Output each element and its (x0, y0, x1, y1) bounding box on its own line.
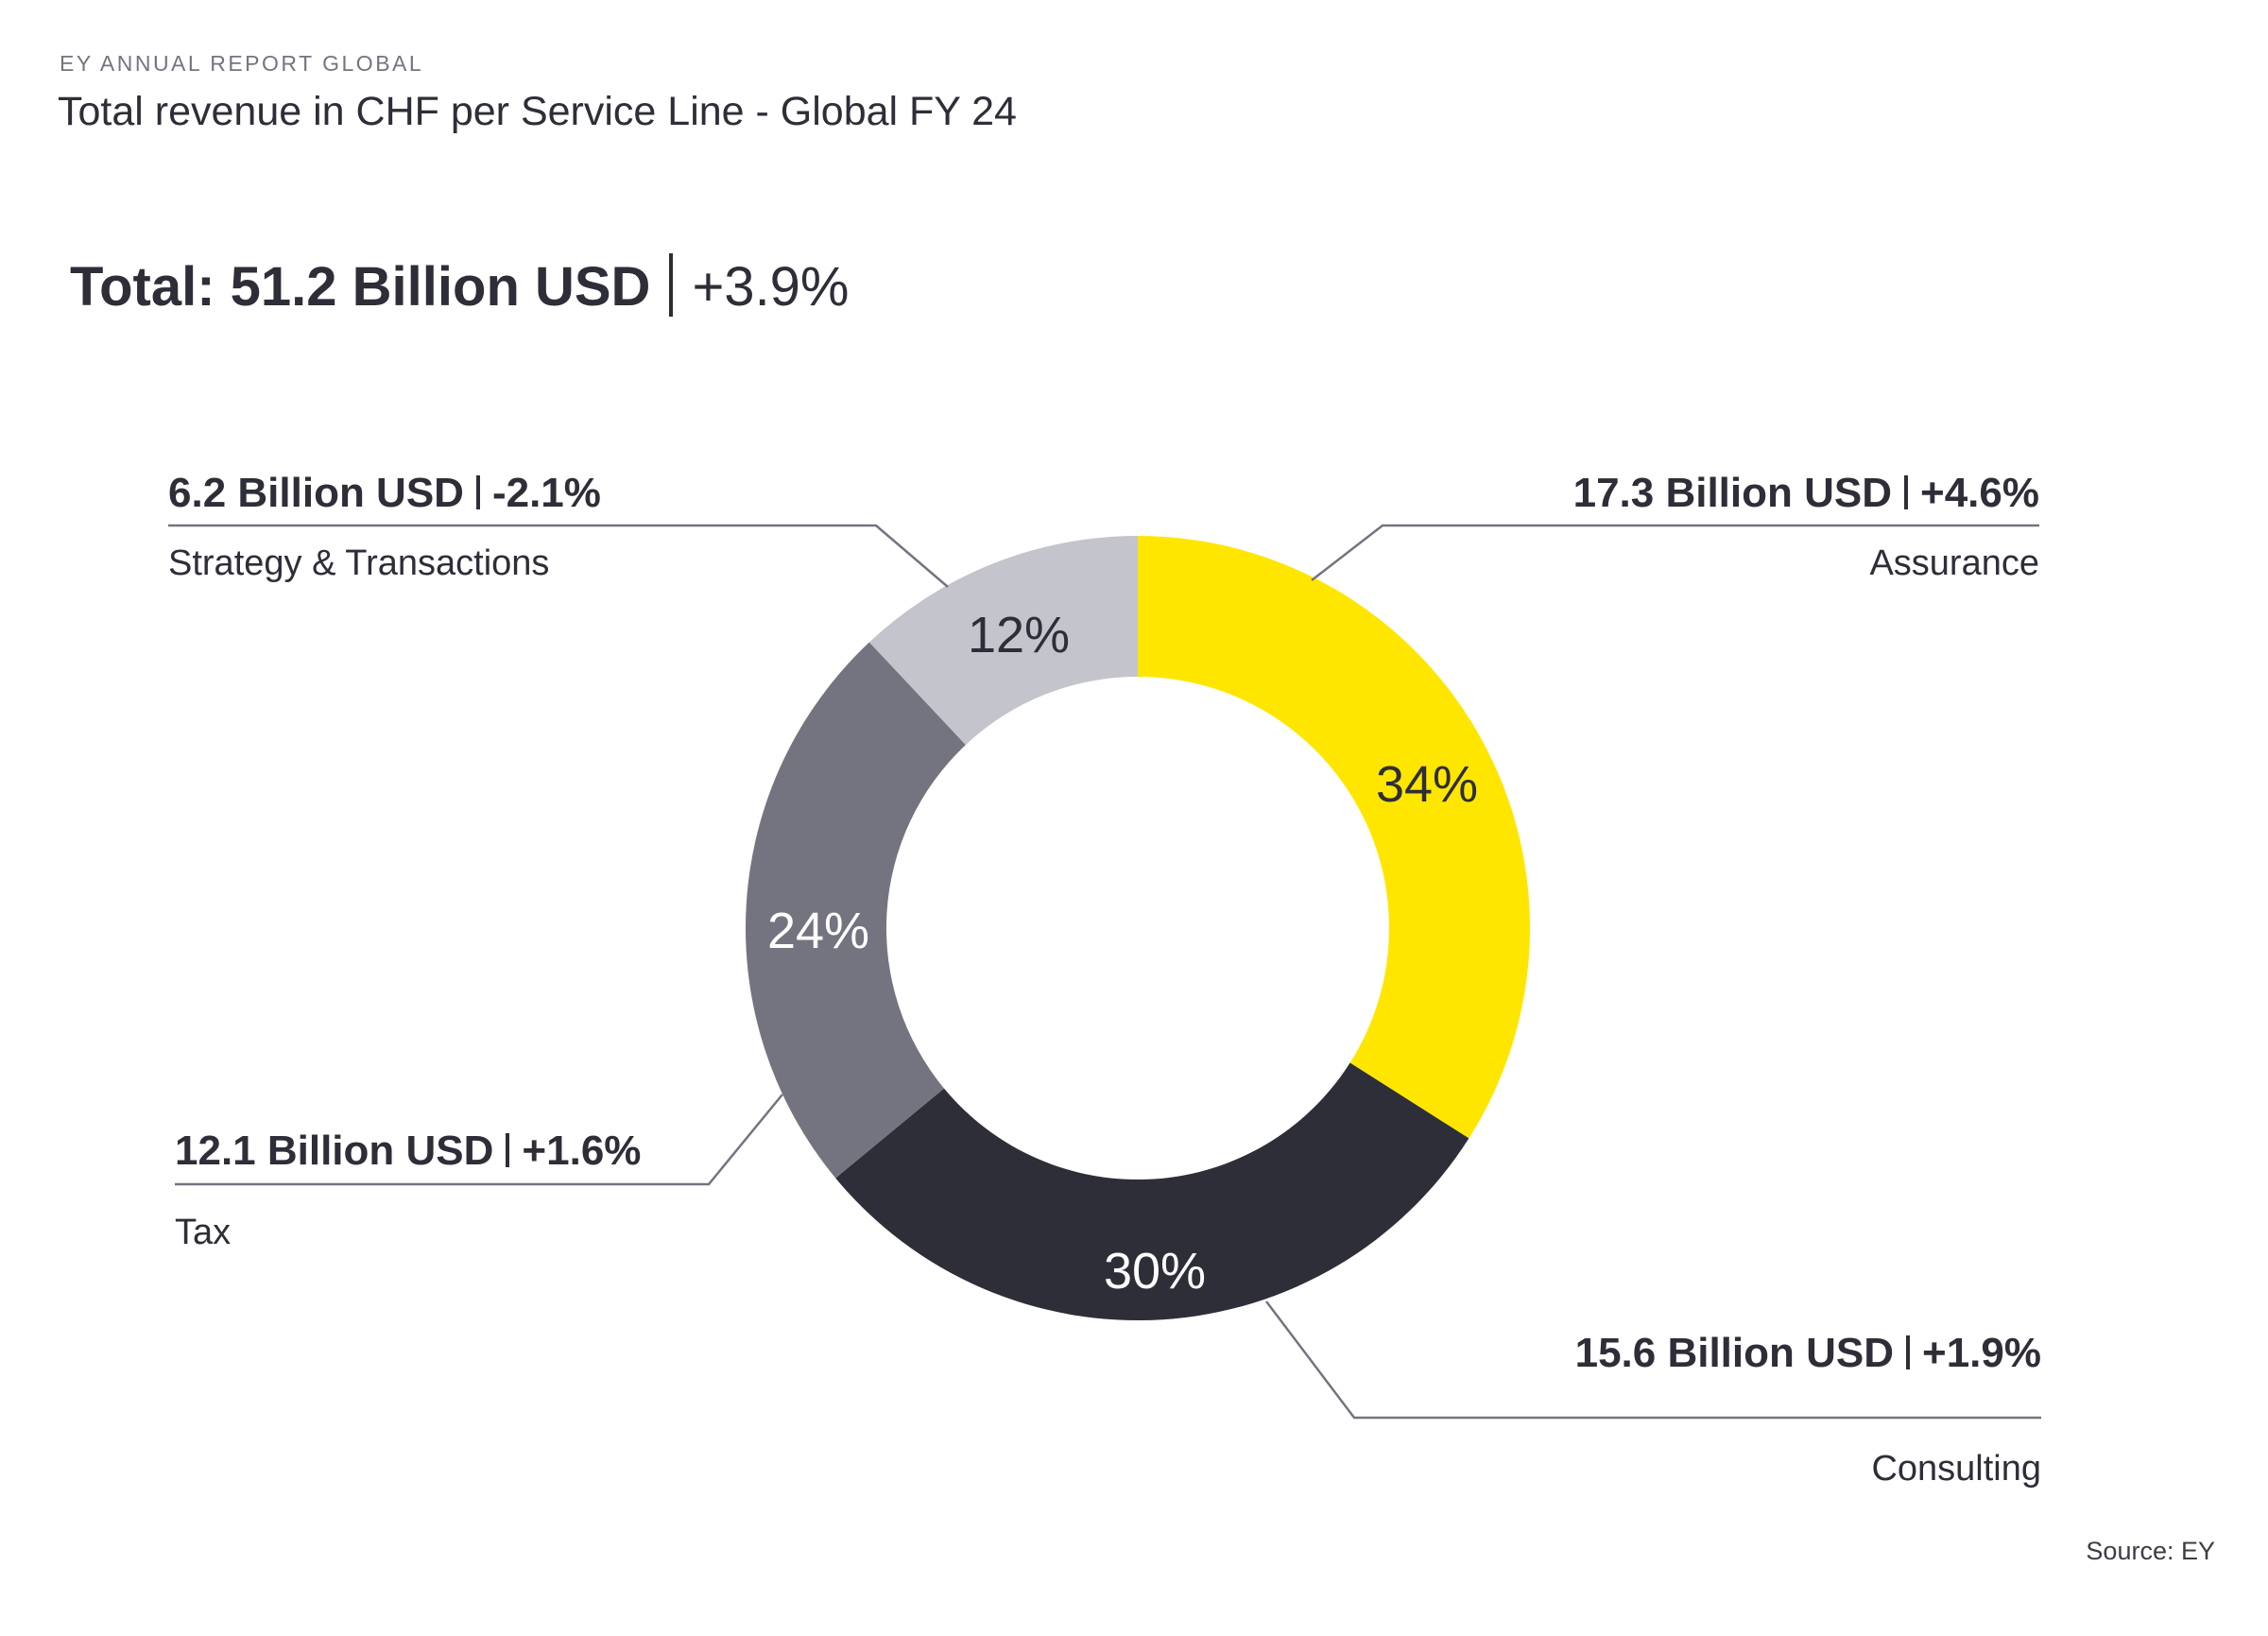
leader-line-consulting (1265, 1300, 2041, 1420)
callout-divider-tax (506, 1132, 510, 1167)
callout-amount-strategy-transactions: 6.2 Billion USD (168, 470, 464, 516)
segment-pct-label-strategy-transactions: 12% (967, 607, 1071, 663)
segment-pct-label-assurance: 34% (1375, 756, 1479, 813)
callout-label-tax: Tax (175, 1213, 232, 1252)
callout-value-consulting: 15.6 Billion USD +1.9% (1574, 1330, 2041, 1376)
segment-pct-label-consulting: 30% (1103, 1243, 1207, 1300)
leader-lines-group (168, 524, 2041, 1420)
callout-value-assurance: 17.3 Billion USD +4.6% (1572, 470, 2039, 516)
callout-divider-assurance (1904, 474, 1909, 509)
donut-segment-assurance (1138, 536, 1531, 1139)
total-revenue-value: Total: 51.2 Billion USD (70, 256, 651, 319)
segment-pct-label-tax: 24% (766, 903, 870, 959)
callout-label-consulting: Consulting (1871, 1449, 2041, 1489)
callout-delta-tax: +1.6% (522, 1128, 642, 1174)
donut-segment-consulting (835, 1062, 1469, 1321)
leader-line-strategy-transactions (168, 524, 949, 588)
callout-delta-consulting: +1.9% (1922, 1330, 2041, 1376)
donut-segment-tax (745, 642, 966, 1179)
total-revenue-delta: +3.9% (692, 256, 850, 319)
donut-segments-group (745, 536, 1531, 1321)
callout-label-assurance: Assurance (1869, 543, 2039, 583)
callout-divider-consulting (1906, 1335, 1911, 1369)
total-divider-bar (669, 253, 674, 317)
callout-divider-strategy-transactions (475, 474, 480, 509)
callout-value-tax: 12.1 Billion USD +1.6% (175, 1128, 641, 1174)
leader-line-tax (175, 1094, 783, 1186)
callout-value-strategy-transactions: 6.2 Billion USD -2.1% (168, 470, 601, 516)
leader-line-assurance (1311, 524, 2039, 581)
callout-amount-tax: 12.1 Billion USD (175, 1128, 494, 1174)
callout-amount-assurance: 17.3 Billion USD (1572, 470, 1893, 516)
callout-delta-strategy-transactions: -2.1% (491, 470, 601, 516)
callout-delta-assurance: +4.6% (1920, 470, 2039, 516)
source-note: Source: EY (2086, 1537, 2215, 1565)
donut-segment-strategy-transactions (868, 536, 1138, 746)
page-title: Total revenue in CHF per Service Line - … (58, 89, 1017, 134)
total-revenue-line: Total: 51.2 Billion USD +3.9% (70, 253, 850, 319)
eyebrow-text: EY ANNUAL REPORT GLOBAL (60, 51, 424, 76)
callout-label-strategy-transactions: Strategy & Transactions (168, 543, 550, 583)
callout-amount-consulting: 15.6 Billion USD (1574, 1330, 1895, 1376)
